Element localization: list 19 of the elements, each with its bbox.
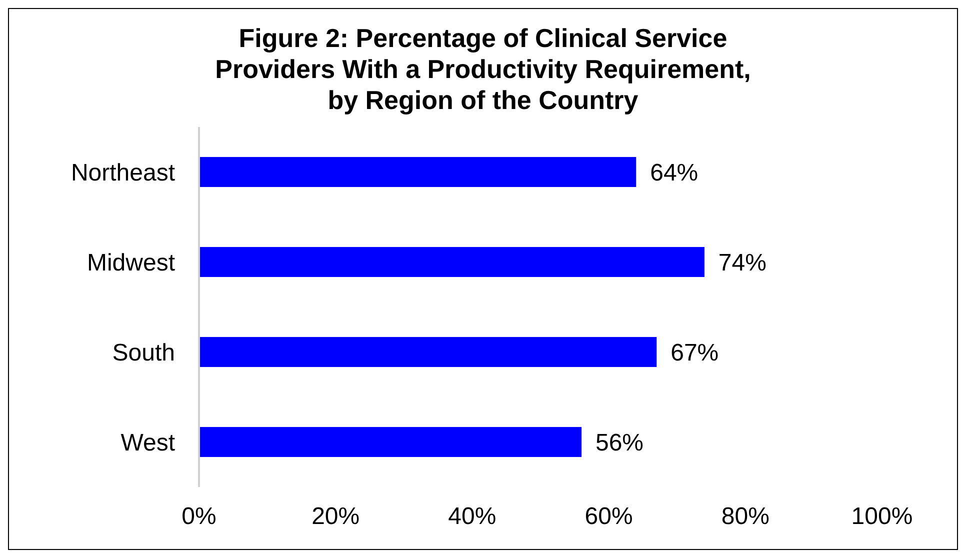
y-tick-label: Midwest [86, 250, 176, 277]
bar [199, 427, 582, 457]
y-tick-label: Northeast [70, 160, 176, 187]
x-tick-label: 40% [448, 503, 496, 530]
data-label: 56% [595, 430, 644, 457]
data-label: 74% [718, 250, 766, 277]
data-label: 64% [650, 160, 698, 187]
x-tick-label: 20% [312, 503, 360, 530]
x-tick-label: 60% [584, 503, 633, 530]
chart-title: Figure 2: Percentage of Clinical Service Providers With a Productivity Requirement, by Region of the Country [214, 22, 752, 117]
x-tick-label: 80% [721, 503, 770, 530]
x-tick-label: 0% [182, 503, 216, 530]
data-label: 67% [670, 340, 719, 367]
y-tick-label: South [112, 340, 175, 367]
bar [199, 157, 636, 187]
x-tick-label: 100% [851, 503, 913, 530]
bar [199, 337, 657, 367]
y-tick-label: West [120, 430, 176, 457]
bar [199, 247, 704, 277]
